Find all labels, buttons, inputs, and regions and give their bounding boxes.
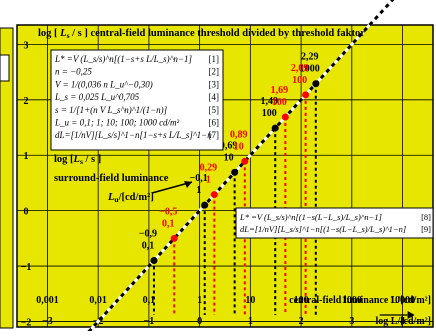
y-axis-label-line2: surround-field luminance	[54, 173, 169, 184]
point-label-value: 0,69	[220, 140, 238, 151]
formula-box-bottom-bg	[235, 207, 434, 239]
text-layer: log [ Ls / s ] central-field luminance t…	[38, 28, 365, 40]
formula-top-number: [1]	[209, 54, 220, 64]
point-label-surround: 10	[224, 152, 234, 163]
left-neighbor-panel	[0, 27, 14, 329]
curve-layer	[82, 0, 395, 336]
point-label-value: −0,9	[139, 229, 157, 240]
x-tick-label-log: 3	[349, 316, 354, 327]
point-label-value: 0,89	[230, 129, 248, 140]
point-label-surround: 1	[206, 175, 211, 186]
formula-top-text: n = −0,25	[55, 67, 92, 77]
point-red-0	[170, 234, 178, 242]
chart-title: log [ Ls / s ] central-field luminance t…	[38, 28, 365, 40]
x-tick-label-log: 2	[299, 316, 304, 327]
point-black-0	[150, 257, 158, 265]
formula-top-text: L_s = 0,025 L_u^0,705	[54, 92, 140, 102]
left-neighbor-box	[0, 54, 10, 82]
x-axis-label: central-field luminance L/[cd/m²]	[289, 295, 431, 306]
point-label-value: −0,5	[159, 206, 177, 217]
formula-bottom-number: [8]	[421, 212, 431, 222]
point-label-surround: 1000	[300, 64, 320, 75]
point-black-3	[271, 124, 279, 132]
formula-top-number: [7]	[209, 130, 220, 140]
y-tick-label: 3	[24, 40, 29, 51]
point-label-surround: 100	[292, 75, 307, 86]
point-label-value: 1,49	[260, 96, 278, 107]
formula-top-number: [3]	[209, 79, 220, 89]
point-label-surround: 1	[196, 185, 201, 196]
x-tick-label-lin: 10000	[390, 295, 415, 306]
point-label-value: 1,69	[271, 85, 289, 96]
surround-luminance-label: Lu/[cd/m²]	[107, 192, 154, 204]
point-label-surround: 10	[234, 141, 244, 152]
x-tick-label-log: −1	[144, 316, 155, 327]
x-tick-label-log: 4	[400, 316, 405, 327]
point-label-surround: 0,1	[162, 218, 175, 229]
formula-top-number: [4]	[209, 92, 220, 102]
point-label-surround: 100	[272, 97, 287, 108]
point-label-value: −0,1	[190, 173, 208, 184]
y-tick-label: 1	[24, 151, 29, 162]
formula-box-top-bg	[50, 49, 224, 151]
formula-bottom-text: dL=[1/nV][L_s/s]^1−n[(1−s(L−L_s)/L_s)^1−…	[240, 224, 406, 234]
x-tick-label-log: 0	[197, 316, 202, 327]
y-axis-label: log [Ls / s ]	[54, 154, 101, 166]
y-tick-label: 0	[24, 207, 29, 218]
x-axis-arrow-head	[407, 311, 415, 319]
x-tick-label-lin: 0,01	[89, 295, 107, 306]
point-label-value: 2,09	[291, 63, 309, 74]
formula-bottom-text: L* =V (L_s/s)^n[(1−s(L−L_s)/L_s)^n−1]	[239, 212, 382, 222]
formula-bottom-number: [9]	[421, 224, 431, 234]
formula-box-top: L* =V (L_s/s)^n[(1−s+s L/L_s)^n−1] [1] n =…	[50, 49, 224, 151]
point-label-surround: 0,1	[142, 241, 155, 252]
ylabel-layer: log [Ls / s ] surround-field luminance L…	[54, 154, 431, 327]
drop-lines	[152, 83, 317, 315]
point-red-4	[302, 91, 310, 99]
point-black-4	[312, 80, 320, 88]
x-tick-label-lin: 1000	[342, 295, 362, 306]
point-label-value: 2,29	[301, 52, 319, 63]
point-black-1	[201, 201, 209, 209]
formula-box-bottom: L* =V (L_s/s)^n[(1−s(L−L_s)/L_s)^n−1] [8]…	[235, 207, 434, 239]
y-tick-label: 2	[24, 96, 29, 107]
point-label-value: 0,29	[200, 163, 218, 174]
point-red-2	[241, 157, 249, 165]
x-tick-label-lin: 0,001	[36, 295, 59, 306]
y-tick-label: −1	[21, 262, 32, 273]
y-tick-label: −2	[21, 317, 32, 328]
point-label-surround: 100	[262, 108, 277, 119]
formula-top-text: L* =V (L_s/s)^n[(1−s+s L/L_s)^n−1]	[54, 54, 192, 64]
data-points	[150, 80, 320, 265]
x-tick-label-lin: 1	[197, 295, 202, 306]
formula-top-text: dL=[1/nV][L_s/s]^1−n[1−s+s L/L_s]^1−n	[55, 130, 212, 140]
x-tick-label-log: −3	[42, 316, 53, 327]
x-tick-label-lin: 0,1	[143, 295, 156, 306]
data-labels: −0,90,1−0,110,69101,491002,291000−0,50,1…	[139, 52, 320, 252]
x-tick-label-lin: 10	[245, 295, 255, 306]
point-red-3	[281, 113, 289, 121]
x-tick-label-log: 1	[248, 316, 253, 327]
formula-top-number: [6]	[209, 118, 220, 128]
point-black-2	[231, 168, 239, 176]
x-tick-label-lin: 100	[294, 295, 309, 306]
formula-top-number: [2]	[209, 67, 220, 77]
formula-top-text: s = 1/[1+(n V L_s^n)^1/(1−n)]	[55, 105, 168, 115]
x-axis-log-label: log L/[cd/m²]	[376, 316, 432, 327]
formula-top-text: L_u = 0,1; 1; 10; 100; 1000 cd/m²	[54, 118, 180, 128]
surround-arrow-head	[184, 181, 192, 188]
formula-top-number: [5]	[209, 105, 220, 115]
point-red-1	[210, 191, 218, 199]
formula-top-text: V = 1/(0,036 n L_u^−0,30)	[55, 79, 153, 89]
threshold-curve-dashes	[82, 0, 395, 336]
